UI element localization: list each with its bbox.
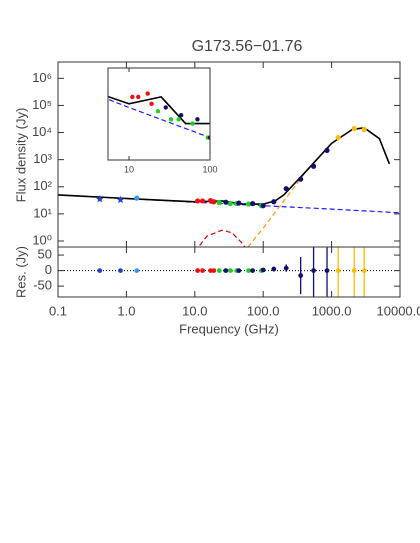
x-tick-label: 10.0: [182, 303, 207, 318]
y-tick-label: 10¹: [33, 205, 52, 220]
data-point: [310, 163, 317, 169]
data-point: [227, 200, 233, 207]
data-point: [283, 186, 289, 192]
data-point: [176, 117, 181, 122]
y-tick-label: 10⁶: [32, 70, 52, 85]
data-point: [245, 201, 252, 207]
y-tick-label: 10⁵: [32, 97, 52, 112]
y-tick-label: 10²: [33, 178, 52, 193]
inset-background: [108, 68, 210, 160]
residual-point: [216, 268, 222, 274]
residual-point: [335, 268, 341, 274]
data-point: [195, 198, 201, 204]
data-point: [271, 199, 277, 205]
y-tick-label: 10⁴: [32, 124, 52, 139]
residual-point: [298, 273, 304, 278]
residual-point: [223, 268, 229, 274]
chart-title: G173.56−01.76: [192, 38, 303, 55]
residual-point: [271, 266, 277, 272]
data-point: [145, 91, 150, 96]
y-tick-label: 10⁰: [32, 232, 52, 247]
data-point: [136, 94, 141, 100]
data-point: [324, 147, 330, 153]
model-curve: [108, 98, 210, 139]
residual-point: [134, 268, 140, 274]
data-point: [211, 199, 217, 205]
model-curve: [197, 229, 246, 247]
residual-point: [208, 268, 213, 274]
residual-point: [260, 267, 266, 273]
residual-point: [118, 268, 123, 274]
data-point: [178, 112, 184, 118]
x-tick-label: 100: [202, 164, 217, 174]
residual-point: [97, 268, 103, 274]
data-point: [207, 135, 210, 140]
main-plot: [58, 125, 400, 247]
x-tick-label: 10: [124, 164, 134, 174]
x-tick-label: 0.1: [49, 303, 67, 318]
data-point: [190, 121, 195, 126]
inset-frame: [107, 67, 211, 161]
y-tick-label: 10³: [33, 151, 52, 166]
data-point: [199, 198, 206, 204]
x-axis-label: Frequency (GHz): [179, 321, 279, 336]
residual-point: [311, 268, 316, 274]
data-point: [351, 125, 357, 132]
residual-point: [246, 268, 251, 274]
residual-point: [283, 265, 289, 271]
data-point: [250, 200, 256, 207]
residual-point: [324, 268, 330, 274]
data-point: [96, 195, 104, 203]
y-tick-label: 50: [38, 247, 52, 262]
data-point: [216, 200, 222, 206]
x-tick-label: 1000.0: [312, 303, 352, 318]
data-point: [168, 117, 174, 122]
data-point: [236, 200, 242, 206]
residual-point: [250, 268, 256, 274]
data-point: [116, 195, 125, 204]
residual-point: [236, 268, 242, 274]
residual-point: [227, 268, 233, 274]
y-tick-label: -50: [33, 278, 52, 293]
axes: 0.1 1.0 10.0 100.0 1000.0 10000.0 10⁰ 10¹ 10² 10³…: [32, 62, 420, 318]
x-tick-label: 10000.0: [377, 303, 420, 318]
y-axis-label: Res. (Jy): [13, 246, 28, 298]
residual-frame: [57, 246, 401, 298]
data-point: [155, 109, 161, 114]
data-point: [335, 135, 341, 141]
residual-point: [211, 268, 217, 274]
data-point: [130, 94, 135, 100]
x-tick-label: 1.0: [117, 303, 135, 318]
residual-point: [361, 268, 367, 274]
residual-point: [200, 268, 205, 274]
model-curve: [108, 95, 210, 125]
data-point: [298, 176, 304, 182]
x-tick-label: 100.0: [247, 303, 280, 318]
residual-point: [351, 268, 357, 274]
data-point: [149, 101, 154, 107]
data-point: [134, 195, 140, 201]
inset-plot: [108, 91, 210, 140]
data-point: [223, 199, 229, 205]
data-point: [361, 126, 367, 133]
data-point: [163, 105, 168, 110]
y-axis-label: Flux density (Jy): [13, 108, 28, 203]
data-point: [260, 203, 266, 209]
residual-point: [195, 268, 201, 274]
data-point: [195, 117, 200, 122]
y-tick-label: 0: [45, 262, 52, 277]
residual-plot: [58, 247, 400, 297]
